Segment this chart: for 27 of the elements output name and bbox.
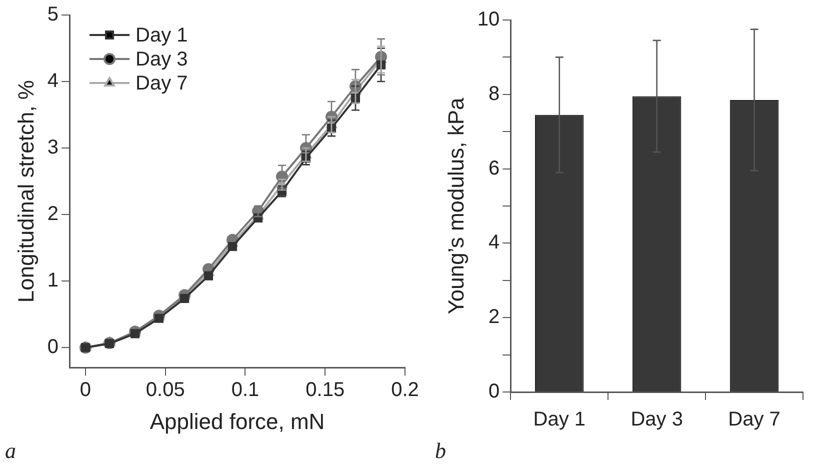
legend-label: Day 1 <box>136 24 188 47</box>
y-tick-label: 1 <box>47 270 59 292</box>
legend-label: Day 3 <box>136 48 188 71</box>
y-tick-label: 10 <box>477 8 500 31</box>
x-tick-label: 0 <box>80 379 92 402</box>
x-tick-label: 0.05 <box>146 379 185 402</box>
x-tick-label: 0.1 <box>231 379 260 402</box>
y-tick-label: 6 <box>488 157 500 180</box>
legend-label: Day 7 <box>136 72 188 95</box>
x-tick-label: Day 7 <box>728 408 780 431</box>
y-tick-label: 8 <box>488 82 500 105</box>
y-tick-label: 4 <box>47 70 59 92</box>
y-tick-label: 2 <box>47 203 59 226</box>
y-tick-label: 2 <box>488 306 500 328</box>
x-tick-label: Day 1 <box>533 408 586 431</box>
text: a <box>5 438 16 464</box>
x-tick-label: Day 3 <box>630 408 683 431</box>
y-tick-label: 0 <box>47 336 59 358</box>
y-tick-label: 5 <box>47 4 59 26</box>
y-axis-title: Longitudinal stretch, % <box>13 80 38 303</box>
x-tick-label: 0.15 <box>306 379 345 402</box>
y-tick-label: 4 <box>488 232 500 254</box>
x-tick-label: 0.2 <box>391 379 419 402</box>
y-axis-title: Young’s modulus, kPa <box>443 97 468 314</box>
text: b <box>435 438 446 464</box>
y-tick-label: 3 <box>47 136 59 159</box>
x-axis-title: Applied force, mN <box>150 408 325 434</box>
